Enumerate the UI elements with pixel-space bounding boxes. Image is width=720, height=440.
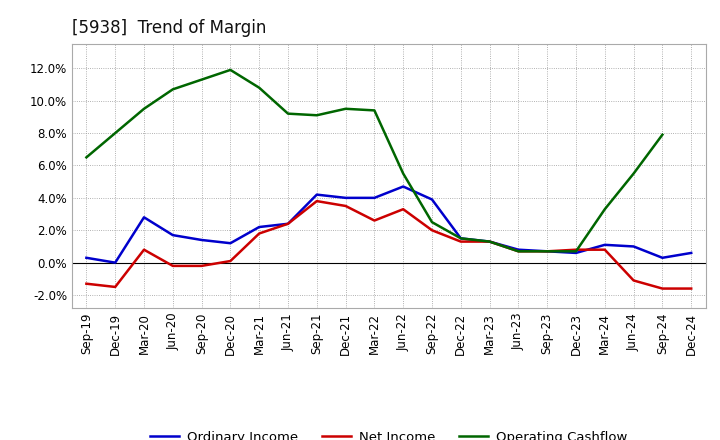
Ordinary Income: [629, 244, 638, 249]
Ordinary Income: [226, 241, 235, 246]
Ordinary Income: [197, 237, 206, 242]
Operating Cashflow: [255, 85, 264, 90]
Ordinary Income: [514, 247, 523, 252]
Operating Cashflow: [629, 171, 638, 176]
Operating Cashflow: [82, 155, 91, 160]
Net Income: [399, 206, 408, 212]
Ordinary Income: [658, 255, 667, 260]
Operating Cashflow: [456, 236, 465, 241]
Operating Cashflow: [600, 206, 609, 212]
Ordinary Income: [111, 260, 120, 265]
Ordinary Income: [140, 215, 148, 220]
Operating Cashflow: [370, 108, 379, 113]
Net Income: [168, 263, 177, 268]
Operating Cashflow: [168, 87, 177, 92]
Net Income: [514, 249, 523, 254]
Ordinary Income: [687, 250, 696, 256]
Net Income: [111, 284, 120, 290]
Ordinary Income: [341, 195, 350, 201]
Operating Cashflow: [399, 171, 408, 176]
Ordinary Income: [399, 184, 408, 189]
Operating Cashflow: [658, 132, 667, 137]
Ordinary Income: [428, 197, 436, 202]
Net Income: [600, 247, 609, 252]
Net Income: [485, 239, 494, 244]
Ordinary Income: [485, 239, 494, 244]
Net Income: [140, 247, 148, 252]
Ordinary Income: [456, 236, 465, 241]
Ordinary Income: [312, 192, 321, 197]
Operating Cashflow: [284, 111, 292, 116]
Ordinary Income: [255, 224, 264, 230]
Net Income: [629, 278, 638, 283]
Ordinary Income: [543, 249, 552, 254]
Operating Cashflow: [312, 113, 321, 118]
Net Income: [255, 231, 264, 236]
Line: Net Income: Net Income: [86, 201, 691, 289]
Net Income: [370, 218, 379, 223]
Ordinary Income: [572, 250, 580, 256]
Net Income: [284, 221, 292, 227]
Ordinary Income: [168, 232, 177, 238]
Legend: Ordinary Income, Net Income, Operating Cashflow: Ordinary Income, Net Income, Operating C…: [145, 425, 633, 440]
Line: Ordinary Income: Ordinary Income: [86, 187, 691, 263]
Net Income: [226, 258, 235, 264]
Ordinary Income: [284, 221, 292, 227]
Operating Cashflow: [140, 106, 148, 111]
Operating Cashflow: [485, 239, 494, 244]
Net Income: [428, 227, 436, 233]
Operating Cashflow: [197, 77, 206, 82]
Net Income: [82, 281, 91, 286]
Operating Cashflow: [111, 130, 120, 136]
Operating Cashflow: [572, 249, 580, 254]
Net Income: [456, 239, 465, 244]
Operating Cashflow: [226, 67, 235, 73]
Net Income: [312, 198, 321, 204]
Net Income: [341, 203, 350, 209]
Net Income: [543, 249, 552, 254]
Operating Cashflow: [543, 249, 552, 254]
Net Income: [687, 286, 696, 291]
Operating Cashflow: [341, 106, 350, 111]
Operating Cashflow: [514, 249, 523, 254]
Operating Cashflow: [428, 220, 436, 225]
Net Income: [197, 263, 206, 268]
Ordinary Income: [82, 255, 91, 260]
Net Income: [572, 247, 580, 252]
Text: [5938]  Trend of Margin: [5938] Trend of Margin: [72, 19, 266, 37]
Ordinary Income: [600, 242, 609, 247]
Line: Operating Cashflow: Operating Cashflow: [86, 70, 662, 251]
Ordinary Income: [370, 195, 379, 201]
Net Income: [658, 286, 667, 291]
